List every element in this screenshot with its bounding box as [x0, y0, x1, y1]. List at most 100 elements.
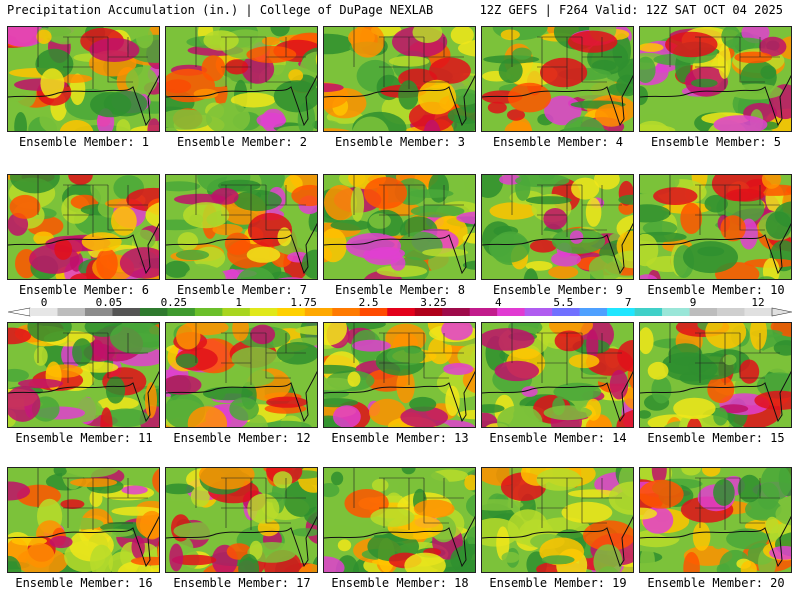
state-borders [37, 175, 148, 237]
colorbar-swatch [414, 308, 443, 316]
ensemble-member-label: Ensemble Member: 6 [18, 283, 150, 297]
precip-map [482, 27, 633, 131]
ensemble-member-panel [639, 467, 792, 573]
coastline [324, 370, 475, 423]
precip-map [8, 323, 159, 427]
precip-map [166, 27, 317, 131]
colorbar-swatch [552, 308, 580, 316]
precip-map [324, 175, 475, 279]
ensemble-member-label: Ensemble Member: 18 [331, 576, 469, 590]
state-borders [353, 27, 464, 89]
ensemble-member-label: Ensemble Member: 7 [176, 283, 308, 297]
ensemble-member-label: Ensemble Member: 8 [334, 283, 466, 297]
colorbar-tick-label: 3.25 [420, 296, 447, 309]
precip-map [166, 323, 317, 427]
coastline [324, 222, 475, 275]
coastline [482, 370, 633, 423]
precip-map [8, 468, 159, 572]
ensemble-member-panel [165, 467, 318, 573]
precip-map [482, 323, 633, 427]
coastline [166, 222, 317, 275]
colorbar-swatch [194, 308, 223, 316]
colorbar-swatch [139, 308, 168, 316]
coastline [166, 74, 317, 127]
ensemble-member-panel [323, 26, 476, 132]
model-run-label: 12Z GEFS | F264 Valid: 12Z SAT OCT 04 20… [479, 3, 783, 17]
ensemble-member-panel [481, 467, 634, 573]
colorbar-swatch [689, 308, 718, 316]
ensemble-member-label: Ensemble Member: 14 [489, 431, 627, 445]
precip-map [640, 468, 791, 572]
precip-map [166, 175, 317, 279]
colorbar-tick-label: 0.25 [160, 296, 188, 309]
coastline [8, 370, 159, 423]
state-borders [37, 468, 148, 530]
colorbar-swatch [112, 308, 141, 316]
state-borders [353, 175, 464, 237]
colorbar-swatch [30, 308, 58, 316]
ensemble-member-panel [165, 322, 318, 428]
colorbar-swatch [277, 308, 306, 316]
state-borders [353, 468, 464, 530]
colorbar-swatch [442, 308, 470, 316]
colorbar-swatch [579, 308, 608, 316]
colorbar-swatch [524, 308, 553, 316]
colorbar-swatch [497, 308, 525, 316]
coastline [324, 74, 475, 127]
colorbar-tick-label: 12 [751, 296, 765, 309]
state-borders [195, 175, 306, 237]
ensemble-member-label: Ensemble Member: 20 [647, 576, 785, 590]
ensemble-member-label: Ensemble Member: 19 [489, 576, 627, 590]
state-borders [669, 175, 780, 237]
ensemble-member-panel [7, 322, 160, 428]
colorbar-tick-label: 4 [495, 296, 502, 309]
ensemble-member-panel [481, 322, 634, 428]
colorbar-swatch [387, 308, 416, 316]
ensemble-member-panel [323, 467, 476, 573]
precip-map [8, 175, 159, 279]
colorbar-tick-label: 2.5 [358, 296, 379, 309]
colorbar-swatch [332, 308, 361, 316]
colorbar-swatch [634, 308, 663, 316]
coastline [324, 515, 475, 568]
colorbar-min-arrow [8, 307, 31, 317]
precip-map [324, 323, 475, 427]
precip-map [324, 27, 475, 131]
state-borders [511, 323, 622, 385]
ensemble-member-label: Ensemble Member: 11 [15, 431, 153, 445]
colorbar-swatch [84, 308, 113, 316]
ensemble-member-label: Ensemble Member: 15 [647, 431, 785, 445]
ensemble-member-panel [639, 322, 792, 428]
colorbar-swatch [469, 308, 498, 316]
precip-map [324, 468, 475, 572]
coastline [640, 222, 791, 275]
state-borders [511, 468, 622, 530]
state-borders [195, 468, 306, 530]
ensemble-member-label: Ensemble Member: 4 [492, 135, 624, 149]
colorbar-swatch [717, 308, 745, 316]
ensemble-member-label: Ensemble Member: 9 [492, 283, 624, 297]
precip-map [8, 27, 159, 131]
ensemble-member-label: Ensemble Member: 5 [650, 135, 782, 149]
state-borders [195, 323, 306, 385]
ensemble-member-panel [323, 174, 476, 280]
ensemble-member-label: Ensemble Member: 3 [334, 135, 466, 149]
colorbar-swatch [744, 308, 773, 316]
state-borders [669, 27, 780, 89]
coastline [8, 74, 159, 127]
coastline [8, 515, 159, 568]
ensemble-member-panel [323, 322, 476, 428]
colorbar-tick-label: 0 [40, 296, 48, 309]
coastline [482, 74, 633, 127]
coastline [640, 370, 791, 423]
state-borders [669, 468, 780, 530]
colorbar-swatch [359, 308, 388, 316]
ensemble-member-panel [7, 467, 160, 573]
colorbar-tick-label: 0.05 [95, 296, 123, 309]
precip-map [482, 175, 633, 279]
ensemble-member-label: Ensemble Member: 17 [173, 576, 311, 590]
coastline [166, 370, 317, 423]
ensemble-member-label: Ensemble Member: 10 [647, 283, 785, 297]
precip-map [640, 27, 791, 131]
precip-map [482, 468, 633, 572]
